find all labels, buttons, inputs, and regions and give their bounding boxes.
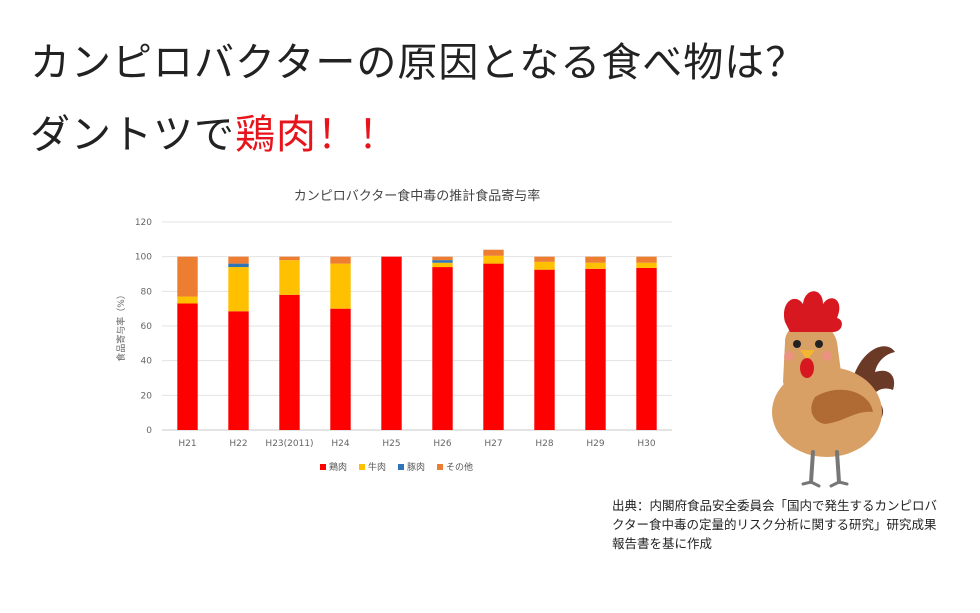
legend-swatch: [398, 464, 404, 470]
bar-鶏肉-H24: [330, 308, 351, 430]
subtitle-highlight: 鶏肉: [235, 112, 317, 158]
legs: [809, 450, 841, 484]
x-tick-label: H30: [637, 439, 655, 449]
bar-その他-H21: [177, 256, 198, 297]
legend-swatch: [320, 464, 326, 470]
y-tick-label: 80: [141, 287, 153, 297]
cheek-right: [822, 351, 832, 361]
legend-label: 豚肉: [407, 461, 425, 473]
bar-その他-H23(2011): [279, 256, 300, 261]
page-title: カンピロバクターの原因となる食べ物は？: [30, 40, 807, 86]
bar-牛肉-H29: [585, 262, 606, 269]
bar-その他-H26: [432, 256, 453, 261]
bar-豚肉-H22: [228, 263, 249, 268]
source-note: 出典：内閣府食品安全委員会「国内で発生するカンピロバクター食中毒の定量的リスク分…: [612, 498, 938, 551]
x-tick-label: H21: [178, 439, 196, 449]
bar-牛肉-H30: [636, 262, 657, 268]
bar-鶏肉-H28: [534, 269, 555, 430]
y-tick-label: 100: [135, 253, 152, 263]
bar-豚肉-H26: [432, 260, 453, 263]
y-tick-label: 120: [135, 218, 152, 228]
x-tick-label: H27: [484, 439, 502, 449]
bar-牛肉-H21: [177, 296, 198, 304]
bar-鶏肉-H29: [585, 268, 606, 430]
bar-牛肉-H24: [330, 263, 351, 309]
eye-left: [793, 340, 801, 348]
stacked-bar-chart: カンピロバクター食中毒の推計食品寄与率 0 20 40 60 80 100 120 食品寄与率（…: [115, 188, 672, 473]
bar-その他-H28: [534, 256, 555, 262]
y-tick-label: 60: [141, 322, 153, 332]
comb: [784, 291, 842, 332]
subtitle-suffix: ！！: [317, 112, 399, 158]
legend-label: その他: [446, 461, 473, 473]
subtitle-prefix: ダントツで: [30, 112, 235, 158]
page-subtitle: ダントツで鶏肉！！: [30, 102, 399, 160]
bar-その他-H29: [585, 256, 606, 263]
bar-鶏肉-H26: [432, 267, 453, 430]
x-tick-label: H24: [331, 439, 349, 449]
beak: [800, 350, 815, 360]
bar-鶏肉-H22: [228, 311, 249, 430]
bar-その他-H22: [228, 256, 249, 264]
x-tick-label: H26: [433, 439, 451, 449]
wattle: [800, 358, 814, 378]
bar-牛肉-H27: [483, 255, 504, 264]
legend-swatch: [359, 464, 365, 470]
bar-その他-H30: [636, 256, 657, 263]
chart-title: カンピロバクター食中毒の推計食品寄与率: [294, 188, 540, 204]
legend-label: 鶏肉: [329, 461, 347, 473]
bar-牛肉-H23(2011): [279, 260, 300, 295]
y-tick-label: 40: [141, 357, 153, 367]
x-tick-label: H28: [535, 439, 553, 449]
bar-鶏肉-H27: [483, 263, 504, 430]
x-tick-label: H25: [382, 439, 400, 449]
bar-牛肉-H22: [228, 267, 249, 312]
bar-牛肉-H26: [432, 262, 453, 268]
x-tick-label: H29: [586, 439, 604, 449]
rooster-icon: [772, 291, 895, 488]
x-tick-label: H22: [229, 439, 247, 449]
x-tick-label: H23(2011): [265, 439, 313, 449]
bar-鶏肉-H23(2011): [279, 294, 300, 430]
bar-鶏肉-H25: [381, 256, 402, 430]
legend-label: 牛肉: [368, 461, 386, 473]
feet: [801, 480, 849, 488]
cheek-left: [784, 351, 794, 361]
legend-swatch: [437, 464, 443, 470]
bar-鶏肉-H30: [636, 267, 657, 430]
bar-牛肉-H28: [534, 261, 555, 270]
wing: [811, 389, 873, 424]
y-tick-label: 20: [141, 391, 153, 401]
y-axis-label: 食品寄与率（%）: [115, 290, 127, 362]
eye-right: [815, 340, 823, 348]
bar-その他-H27: [483, 249, 504, 256]
bar-鶏肉-H21: [177, 303, 198, 430]
y-tick-label: 0: [146, 426, 152, 436]
bar-その他-H24: [330, 256, 351, 264]
